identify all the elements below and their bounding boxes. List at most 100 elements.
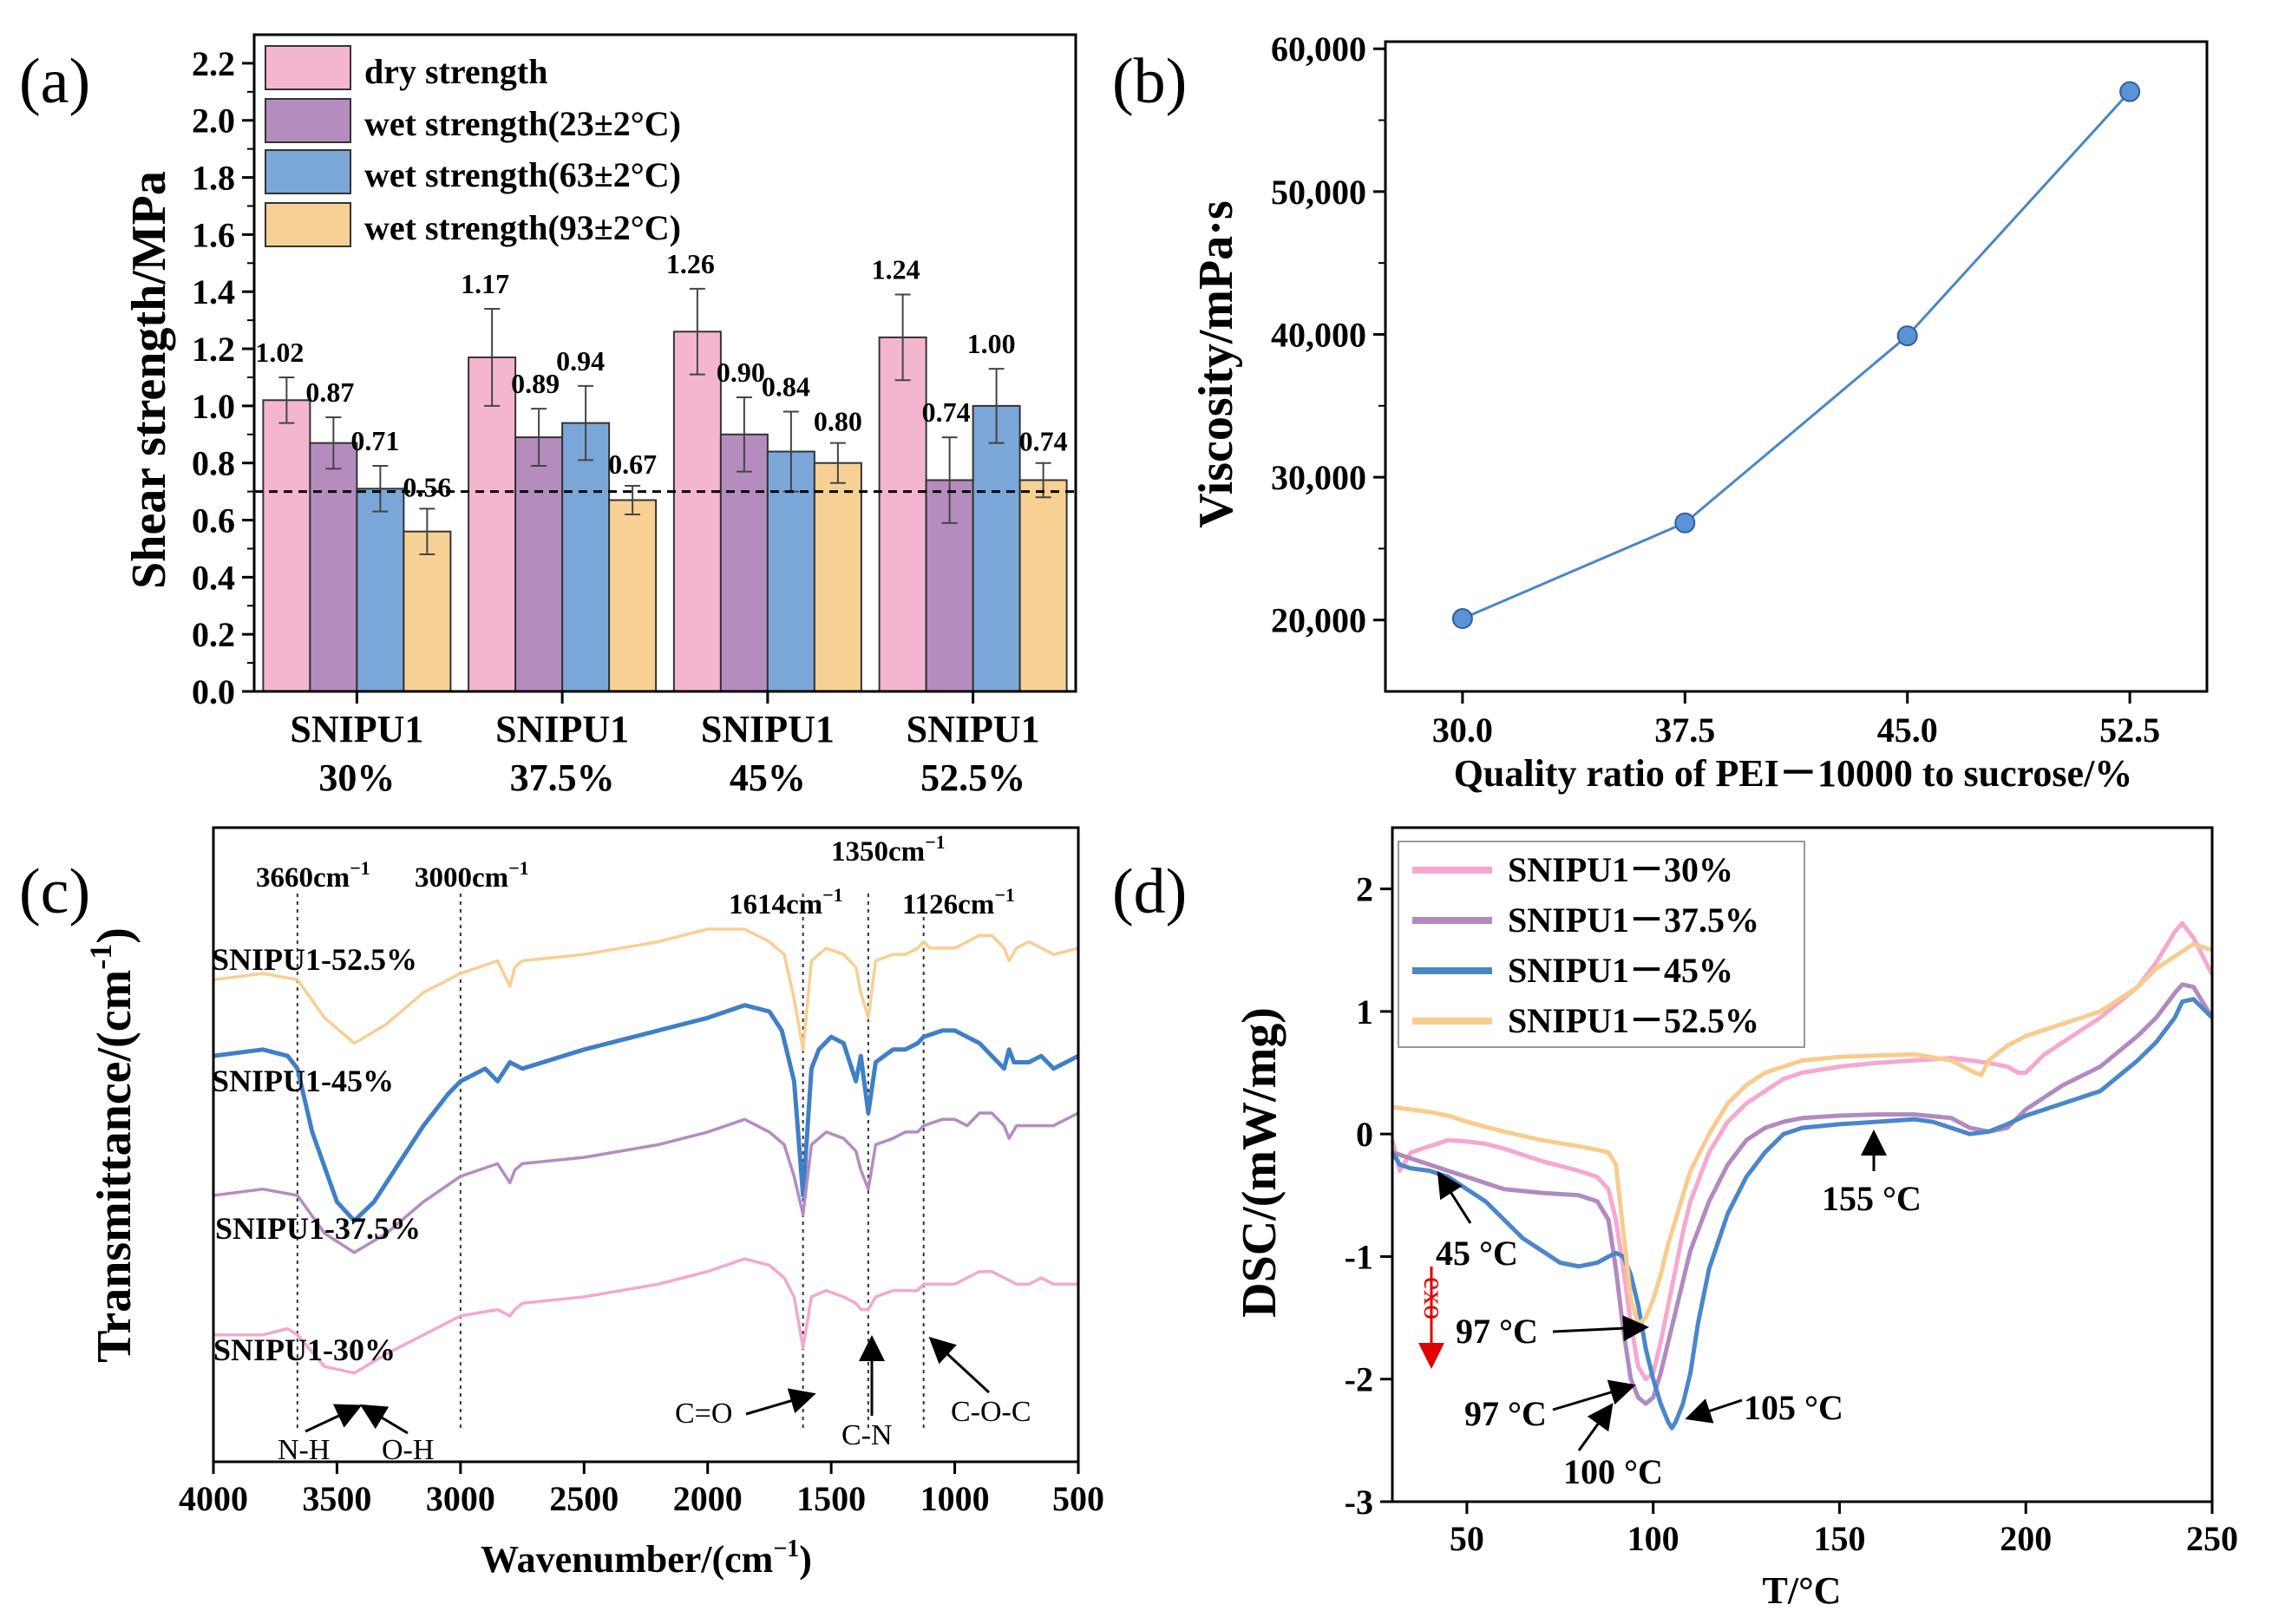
dsc-line-dsc_30 [1390,920,2215,1382]
data-label: 0.74 [1019,426,1068,457]
legend-swatch-wet23 [265,98,351,143]
peak-label-3000: 3000cm−1 [415,857,529,894]
legend-label-dry: dry strength [364,52,547,91]
c-xtick-label: 500 [1052,1479,1104,1518]
ftir-label-52: SNIPU1-52.5% [212,942,417,977]
data-label: 0.67 [608,449,657,480]
data-label: 0.80 [814,406,862,437]
bar-wet63 [561,422,611,692]
arrow-co [745,1388,816,1416]
bar-dry [262,399,311,692]
a-ytick-label: 0.2 [192,615,235,654]
b-xtick-label: 30.0 [1432,710,1493,750]
b-ytick-label: 50,000 [1271,173,1366,212]
panel-d-label: (d) [1112,856,1187,927]
d-xtick-label: 50 [1450,1519,1484,1558]
a-ytick-label: 1.8 [192,159,235,198]
viscosity-line [1462,90,2131,620]
peak-label-1614: 1614cm−1 [729,884,843,920]
a-xtick-label: 52.5% [920,756,1025,799]
a-ytick-label: 2.0 [192,102,235,141]
d-xtick-label: 250 [2186,1519,2238,1558]
bar-wet63 [356,488,405,692]
d-ytick-label: -2 [1345,1360,1373,1399]
b-ytick-label: 20,000 [1271,601,1366,640]
bond-label-oh: O-H [382,1434,434,1466]
dsc-annot-105: 105 °C [1744,1388,1843,1427]
ftir-label-30: SNIPU1-30% [213,1333,396,1367]
panel-a-legend: dry strength wet strength(23±2°C) wet st… [265,45,681,247]
dsc-line-dsc_45 [1390,997,2214,1431]
a-ytick-label: 2.2 [192,44,235,83]
legend-label-52: SNIPU1－52.5% [1508,1001,1759,1040]
dsc-annot-45: 45 °C [1436,1234,1518,1273]
b-xtick-label: 45.0 [1877,710,1938,750]
peak-label-1350: 1350cm−1 [831,831,946,868]
dsc-annot-exo: exo [1418,1277,1450,1320]
a-xtick-label: SNIPU1 [290,708,423,750]
panel-b-label: (b) [1112,46,1187,117]
bar-wet23 [514,436,564,692]
panel-d-xlabel: T/°C [1763,1569,1842,1612]
d-ytick-label: 1 [1356,992,1373,1031]
dsc-arrow-100 [1577,1403,1614,1451]
d-ytick-label: -3 [1345,1483,1373,1522]
c-xtick-label: 1000 [920,1479,990,1518]
a-xtick-label: SNIPU1 [495,708,629,750]
data-label: 0.84 [762,370,810,402]
bar-wet93 [403,530,452,692]
bar-wet23 [309,442,358,692]
data-label: 0.87 [305,377,354,408]
viscosity-point [1674,512,1696,534]
panel-b-xlabel: Quality ratio of PEI－10000 to sucrose/% [1454,752,2133,795]
panel-d-annotations: 45 °C 97 °C 97 °C 100 °C 105 °C 155 °C e… [1418,1130,1922,1491]
d-ytick-label: 0 [1356,1115,1373,1154]
panel-b-ylabel: Viscosity/mPa·s [1189,200,1243,527]
bond-label-nh: N-H [278,1434,330,1466]
b-ytick-label: 30,000 [1271,458,1366,497]
bar-wet93 [608,499,658,692]
ftir-line-ftir_30 [213,1257,1078,1375]
dsc-arrow-45 [1437,1170,1472,1224]
b-xtick-label: 37.5 [1654,710,1715,750]
panel-a-label: (a) [19,46,90,117]
c-xtick-label: 1500 [796,1479,866,1518]
arrow-coc [928,1336,991,1394]
b-ytick-label: 40,000 [1271,315,1366,354]
panel-c-plot: 4000 3500 3000 2500 2000 1500 1000 500 [179,894,1104,1518]
a-ytick-label: 1.4 [192,272,235,311]
c-xtick-label: 4000 [179,1479,248,1518]
bar-dry [468,356,517,692]
panel-a-plot: 0.0 0.2 0.4 0.6 0.8 1.0 1.2 1.4 1.6 1.8 2.0 2.2 1.02… [192,44,1076,799]
ftir-label-45: SNIPU1-45% [212,1064,394,1098]
data-label: 0.89 [511,368,560,399]
d-xtick-label: 100 [1627,1519,1679,1558]
panel-b-plot: 20,000 30,000 40,000 50,000 60,000 30.0 37.5 45… [1271,29,2160,750]
dsc-annot-155: 155 °C [1822,1179,1922,1218]
d-ytick-label: 2 [1356,870,1373,909]
panel-d-legend-box [1398,841,1805,1048]
panel-b: (b) 20,000 30,000 40,000 50,000 60,000 30.0 37… [1112,29,2209,795]
c-xtick-label: 3500 [302,1479,371,1518]
bar-wet93 [813,462,862,693]
a-xtick-label: SNIPU1 [701,708,835,750]
legend-swatch-dry [265,45,351,90]
b-ytick-label: 60,000 [1271,29,1366,69]
ftir-line-ftir_52 [213,927,1079,1051]
arrow-nh [304,1404,363,1433]
panel-c-label: (c) [19,856,90,927]
c-xtick-label: 3000 [426,1479,495,1518]
d-ytick-label: -1 [1345,1237,1373,1276]
a-ytick-label: 0.0 [192,672,235,711]
a-xtick-label: 45% [730,756,806,799]
ftir-label-37: SNIPU1-37.5% [215,1211,421,1246]
data-label: 1.00 [967,328,1016,359]
a-ytick-label: 1.2 [192,330,235,369]
bond-label-cn: C-N [841,1419,893,1451]
data-label: 1.24 [872,254,920,285]
dsc-annot-100: 100 °C [1563,1452,1663,1491]
legend-label-30: SNIPU1－30% [1508,850,1733,889]
data-label: 0.74 [922,396,971,428]
